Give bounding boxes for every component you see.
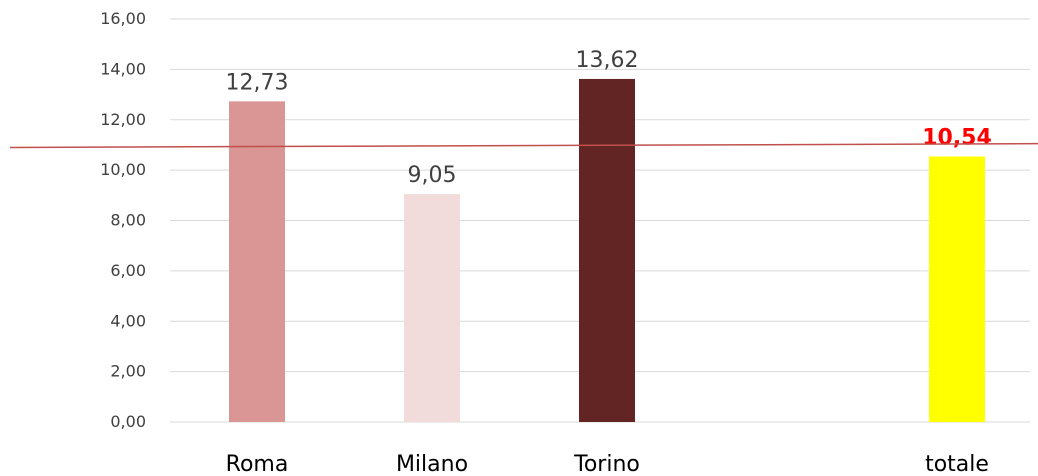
- y-tick-label: 10,00: [100, 160, 146, 179]
- category-label-torino: Torino: [573, 452, 640, 476]
- reference-line-layer: [9, 142, 1038, 149]
- data-labels: 12,73 9,05 13,62 10,54: [226, 48, 992, 188]
- y-tick-label: 2,00: [110, 362, 146, 381]
- y-tick-label: 4,00: [110, 311, 146, 330]
- y-tick-label: 8,00: [110, 211, 146, 230]
- bar-torino: [579, 78, 635, 422]
- x-axis-categories: Roma Milano Torino totale: [226, 452, 989, 476]
- category-label-roma: Roma: [226, 452, 289, 476]
- y-axis-ticks: 0,00 2,00 4,00 6,00 8,00 10,00 12,00 14,00 16,00: [100, 9, 146, 431]
- category-label-totale: totale: [925, 452, 989, 476]
- y-tick-label: 14,00: [100, 59, 146, 78]
- data-label-roma: 12,73: [226, 70, 289, 95]
- bar-roma: [229, 101, 285, 422]
- y-tick-label: 6,00: [110, 261, 146, 280]
- data-label-torino: 13,62: [576, 48, 639, 73]
- bar-totale: [929, 156, 985, 422]
- category-label-milano: Milano: [396, 452, 468, 476]
- bars: [229, 78, 985, 422]
- data-label-milano: 9,05: [408, 163, 457, 188]
- reference-line: [9, 142, 1038, 149]
- y-tick-label: 12,00: [100, 110, 146, 129]
- bar-milano: [404, 194, 460, 422]
- y-tick-label: 0,00: [110, 412, 146, 431]
- data-label-totale: 10,54: [922, 126, 992, 151]
- y-tick-label: 16,00: [100, 9, 146, 28]
